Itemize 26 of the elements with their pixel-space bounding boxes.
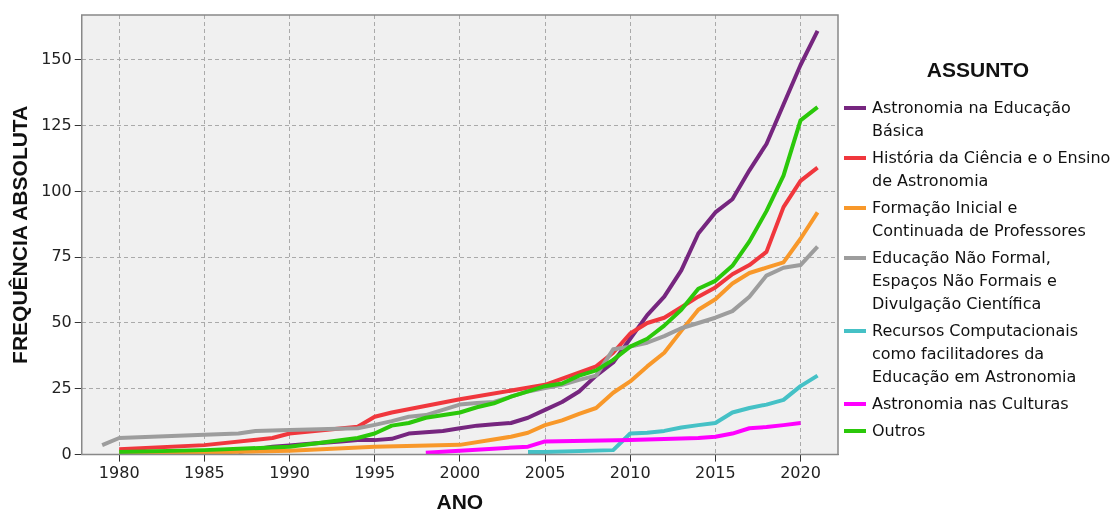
x-tick-label: 2005 <box>524 463 566 483</box>
y-axis-title: FREQUÊNCIA ABSOLUTA <box>8 105 32 364</box>
y-tick-label: 100 <box>41 180 72 200</box>
legend-label: Educação Não Formal, Espaços Não Formais e Divulgação Científica <box>872 247 1058 315</box>
x-tick-label: 2020 <box>780 463 821 483</box>
y-tick-label: 125 <box>41 114 72 134</box>
legend-label: Outros <box>872 420 926 442</box>
legend-label: Recursos Computacionais como facilitadores da Educação em Astronomia <box>872 320 1079 388</box>
legend-label: Astronomia na Educação Básica <box>872 97 1072 142</box>
x-tick-label: 2000 <box>439 463 481 483</box>
y-tick-label: 50 <box>51 312 72 332</box>
x-tick-label: 2015 <box>695 463 736 483</box>
x-tick-label: 1985 <box>184 463 225 483</box>
y-tick-label: 150 <box>41 48 72 68</box>
x-axis-title: ANO <box>436 490 484 514</box>
legend-label: História da Ciência e o Ensino de Astronomia <box>872 147 1112 192</box>
x-tick-label: 1980 <box>98 463 140 483</box>
legend-title: ASSUNTO <box>925 58 1031 82</box>
x-tick-label: 2010 <box>609 463 651 483</box>
legend-label: Astronomia nas Culturas <box>872 393 1069 415</box>
legend-label: Formação Inicial e Continuada de Professores <box>872 197 1087 242</box>
x-tick-label: 1995 <box>354 463 396 483</box>
y-tick-label: 75 <box>51 246 72 266</box>
y-tick-label: 25 <box>51 377 72 397</box>
x-tick-label: 1990 <box>269 463 310 483</box>
y-tick-label: 0 <box>61 443 72 463</box>
